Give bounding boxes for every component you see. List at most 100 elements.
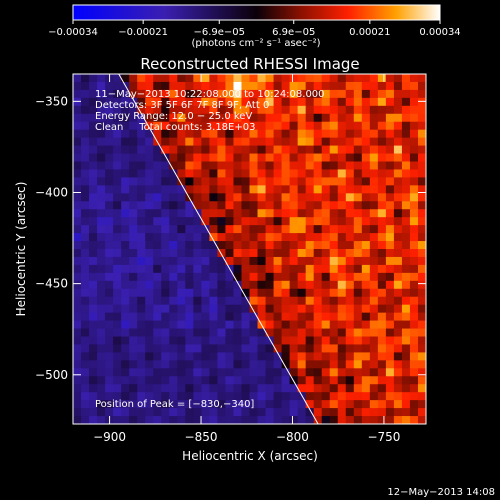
heatmap-cell — [241, 74, 251, 83]
heatmap-cell — [193, 249, 202, 258]
heatmap-cell — [97, 74, 106, 83]
heatmap-cell — [353, 121, 363, 131]
heatmap-cell — [393, 384, 403, 393]
y-tick-label: −450 — [35, 277, 68, 291]
heatmap-cell — [129, 145, 138, 155]
heatmap-cell — [417, 105, 426, 115]
heatmap-cell — [201, 105, 210, 115]
heatmap-cell — [81, 400, 90, 409]
heatmap-cell — [345, 137, 355, 147]
heatmap-cell — [225, 129, 235, 139]
heatmap-cell — [129, 249, 138, 258]
heatmap-cell — [289, 185, 299, 194]
heatmap-cell — [73, 264, 82, 274]
heatmap-cell — [177, 193, 186, 202]
heatmap-cell — [145, 368, 154, 377]
heatmap-cell — [265, 336, 275, 346]
heatmap-cell — [121, 185, 130, 194]
heatmap-cell — [241, 288, 251, 298]
heatmap-cell — [97, 280, 106, 290]
heatmap-cell — [209, 129, 219, 139]
heatmap-cell — [193, 384, 202, 393]
heatmap-cell — [385, 225, 395, 234]
heatmap-cell — [185, 416, 194, 424]
heatmap-cell — [201, 272, 210, 282]
heatmap-cell — [297, 288, 307, 298]
heatmap-cell — [313, 288, 323, 298]
heatmap-cell — [201, 185, 210, 194]
heatmap-cell — [409, 193, 419, 202]
heatmap-cell — [401, 264, 411, 274]
heatmap-cell — [137, 249, 146, 258]
heatmap-cell — [329, 145, 339, 155]
heatmap-cell — [361, 384, 371, 393]
heatmap-cell — [233, 400, 243, 409]
heatmap-cell — [233, 81, 243, 91]
y-tick-label: −350 — [35, 94, 68, 108]
heatmap-cell — [97, 360, 106, 369]
heatmap-cell — [113, 408, 122, 417]
heatmap-cell — [321, 384, 331, 393]
heatmap-cell — [369, 105, 379, 115]
heatmap-cell — [89, 304, 98, 314]
annotation-energy: Energy Range: 12.0 − 25.0 keV — [95, 111, 252, 122]
heatmap-cell — [177, 256, 186, 266]
heatmap-cell — [265, 137, 275, 147]
heatmap-cell — [209, 74, 219, 83]
heatmap-cell — [113, 121, 122, 131]
heatmap-cell — [97, 169, 106, 178]
heatmap-cell — [305, 344, 315, 353]
heatmap-cell — [105, 280, 114, 290]
heatmap-cell — [305, 312, 315, 322]
heatmap-cell — [185, 137, 194, 147]
heatmap-cell — [233, 249, 243, 258]
heatmap-cell — [337, 368, 347, 377]
heatmap-cell — [177, 241, 186, 250]
heatmap-cell — [105, 153, 114, 163]
heatmap-cell — [137, 177, 146, 186]
heatmap-cell — [273, 193, 283, 202]
heatmap-cell — [105, 392, 114, 401]
heatmap-cell — [193, 312, 202, 322]
heatmap-cell — [97, 400, 106, 409]
heatmap-cell — [377, 344, 387, 353]
heatmap-cell — [337, 81, 347, 91]
heatmap-cell — [313, 368, 323, 377]
heatmap-cell — [393, 360, 403, 369]
heatmap-cell — [329, 225, 339, 234]
heatmap-cell — [145, 161, 154, 171]
heatmap-cell — [233, 304, 243, 314]
heatmap-cell — [265, 368, 275, 377]
heatmap-cell — [209, 368, 219, 377]
heatmap-cell — [201, 233, 210, 242]
heatmap-cell — [185, 392, 194, 401]
heatmap-cell — [145, 400, 154, 409]
heatmap-cell — [225, 121, 235, 131]
heatmap-cell — [241, 296, 251, 306]
heatmap-cell — [321, 209, 331, 218]
heatmap-cell — [153, 312, 162, 322]
heatmap-cell — [201, 392, 210, 401]
heatmap-cell — [353, 416, 363, 424]
heatmap-cell — [257, 304, 267, 314]
heatmap-cell — [345, 352, 355, 361]
heatmap-cell — [105, 312, 114, 322]
heatmap-cell — [185, 129, 194, 139]
heatmap-cell — [249, 209, 259, 218]
heatmap-cell — [369, 256, 379, 266]
heatmap-cell — [105, 81, 114, 91]
annotation-detectors: Detectors: 3F 5F 6F 7F 8F 9F, Att 0 — [95, 100, 269, 111]
heatmap-cell — [321, 272, 331, 282]
heatmap-cell — [81, 233, 90, 242]
heatmap-cell — [289, 217, 299, 226]
heatmap-cell — [209, 201, 219, 210]
heatmap-cell — [113, 336, 122, 346]
heatmap-cell — [105, 272, 114, 282]
heatmap-cell — [297, 209, 307, 218]
heatmap-cell — [321, 408, 331, 417]
heatmap-cell — [185, 233, 194, 242]
heatmap-cell — [161, 249, 170, 258]
heatmap-cell — [265, 264, 275, 274]
heatmap-cell — [257, 360, 267, 369]
heatmap-cell — [97, 304, 106, 314]
